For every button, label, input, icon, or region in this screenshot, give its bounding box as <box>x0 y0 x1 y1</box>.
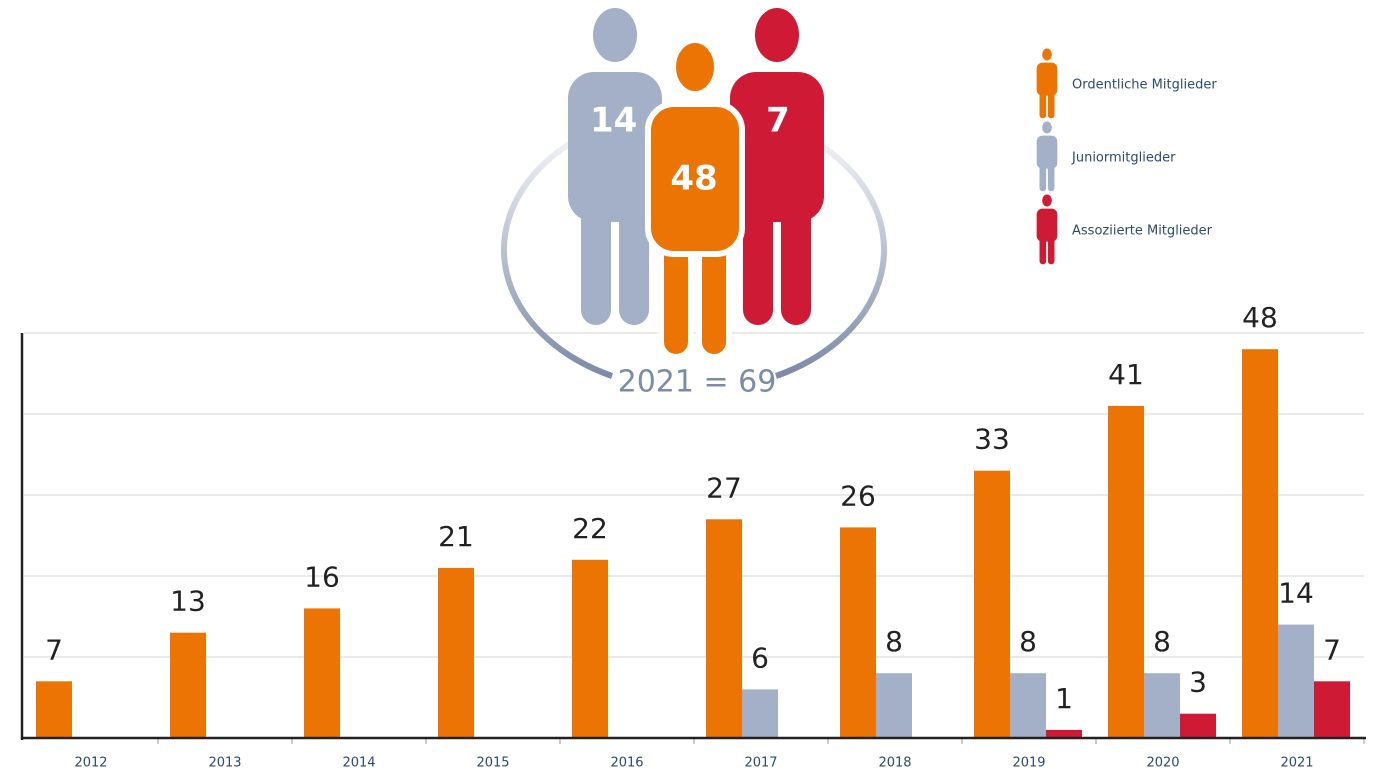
person-head <box>1042 122 1052 134</box>
person-head <box>1042 49 1052 61</box>
bar <box>1144 673 1180 738</box>
person-body <box>1037 209 1058 242</box>
chart: 14748 2021 = 69 201272013132014162015212… <box>0 0 1382 772</box>
x-tick-label: 2014 <box>342 756 375 771</box>
person-icon <box>1037 122 1058 192</box>
value-label: 26 <box>840 479 876 512</box>
bar <box>572 560 608 738</box>
x-tick-label: 2015 <box>476 756 509 771</box>
bar <box>974 471 1010 738</box>
bar <box>1010 673 1046 738</box>
bar <box>1278 625 1314 738</box>
bar <box>876 673 912 738</box>
legend: Ordentliche Mitglieder Juniormitglieder As… <box>1037 49 1218 265</box>
legend-label: Juniormitglieder <box>1071 151 1176 166</box>
bar <box>742 689 778 738</box>
x-tick-label: 2016 <box>610 756 643 771</box>
value-label: 7 <box>45 633 63 666</box>
bar <box>1108 406 1144 738</box>
value-label: 13 <box>170 585 206 618</box>
value-label: 21 <box>438 520 474 553</box>
person-body <box>1037 136 1058 169</box>
value-label: 33 <box>974 423 1010 456</box>
value-label: 22 <box>572 512 608 545</box>
value-label: 14 <box>1278 577 1314 610</box>
bar <box>706 519 742 738</box>
value-label: 8 <box>885 625 903 658</box>
value-label: 27 <box>706 471 742 504</box>
person-head <box>755 8 799 62</box>
value-label: 6 <box>751 641 769 674</box>
bar <box>36 681 72 738</box>
summary-label: 2021 = 69 <box>618 365 777 400</box>
bar <box>304 608 340 738</box>
bar <box>1242 349 1278 738</box>
x-tick-label: 2013 <box>208 756 241 771</box>
bar <box>438 568 474 738</box>
person-head <box>1042 195 1052 207</box>
person-head <box>593 8 637 62</box>
x-tick-label: 2020 <box>1146 756 1179 771</box>
x-tick-label: 2017 <box>744 756 777 771</box>
value-label: 8 <box>1153 625 1171 658</box>
value-label: 8 <box>1019 625 1037 658</box>
bar <box>1314 681 1350 738</box>
people-figures: 14 7 48 <box>568 8 824 357</box>
bar <box>840 527 876 738</box>
person-icon <box>1037 49 1058 119</box>
x-tick-label: 2012 <box>74 756 107 771</box>
person-head <box>673 40 717 94</box>
legend-label: Ordentliche Mitglieder <box>1072 78 1217 93</box>
figure-label: 48 <box>670 159 717 199</box>
person-body <box>1037 63 1058 96</box>
figure-label: 14 <box>590 101 637 141</box>
x-tick-label: 2019 <box>1012 756 1045 771</box>
figure-label: 7 <box>766 101 790 141</box>
x-tick-label: 2018 <box>878 756 911 771</box>
value-label: 7 <box>1323 633 1341 666</box>
value-label: 16 <box>304 560 340 593</box>
value-label: 1 <box>1055 682 1073 715</box>
x-tick-label: 2021 <box>1280 756 1313 771</box>
bar <box>170 633 206 738</box>
bar <box>1180 714 1216 738</box>
person-icon <box>648 40 742 357</box>
value-label: 3 <box>1189 666 1207 699</box>
value-label: 48 <box>1242 301 1278 334</box>
value-label: 41 <box>1108 358 1144 391</box>
person-icon <box>1037 195 1058 265</box>
legend-label: Assoziierte Mitglieder <box>1072 224 1213 239</box>
